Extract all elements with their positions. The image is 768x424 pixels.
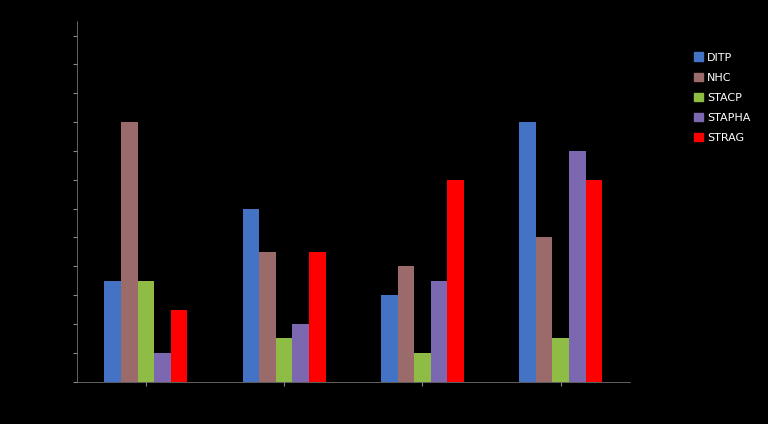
Bar <box>293 324 309 382</box>
Bar <box>260 252 276 382</box>
Bar <box>137 281 154 382</box>
Bar <box>170 310 187 382</box>
Bar <box>309 252 326 382</box>
Bar <box>431 281 447 382</box>
Bar <box>276 338 293 382</box>
Bar <box>121 122 137 382</box>
Bar <box>154 353 170 382</box>
Bar <box>398 266 414 382</box>
Bar <box>447 180 464 382</box>
Bar <box>381 295 398 382</box>
Bar <box>585 180 602 382</box>
Legend: DITP, NHC, STACP, STAPHA, STRAG: DITP, NHC, STACP, STAPHA, STRAG <box>689 48 755 148</box>
Bar <box>104 281 121 382</box>
Bar <box>569 151 585 382</box>
Bar <box>519 122 536 382</box>
Bar <box>243 209 260 382</box>
Bar <box>552 338 569 382</box>
Bar <box>536 237 552 382</box>
Bar <box>414 353 431 382</box>
